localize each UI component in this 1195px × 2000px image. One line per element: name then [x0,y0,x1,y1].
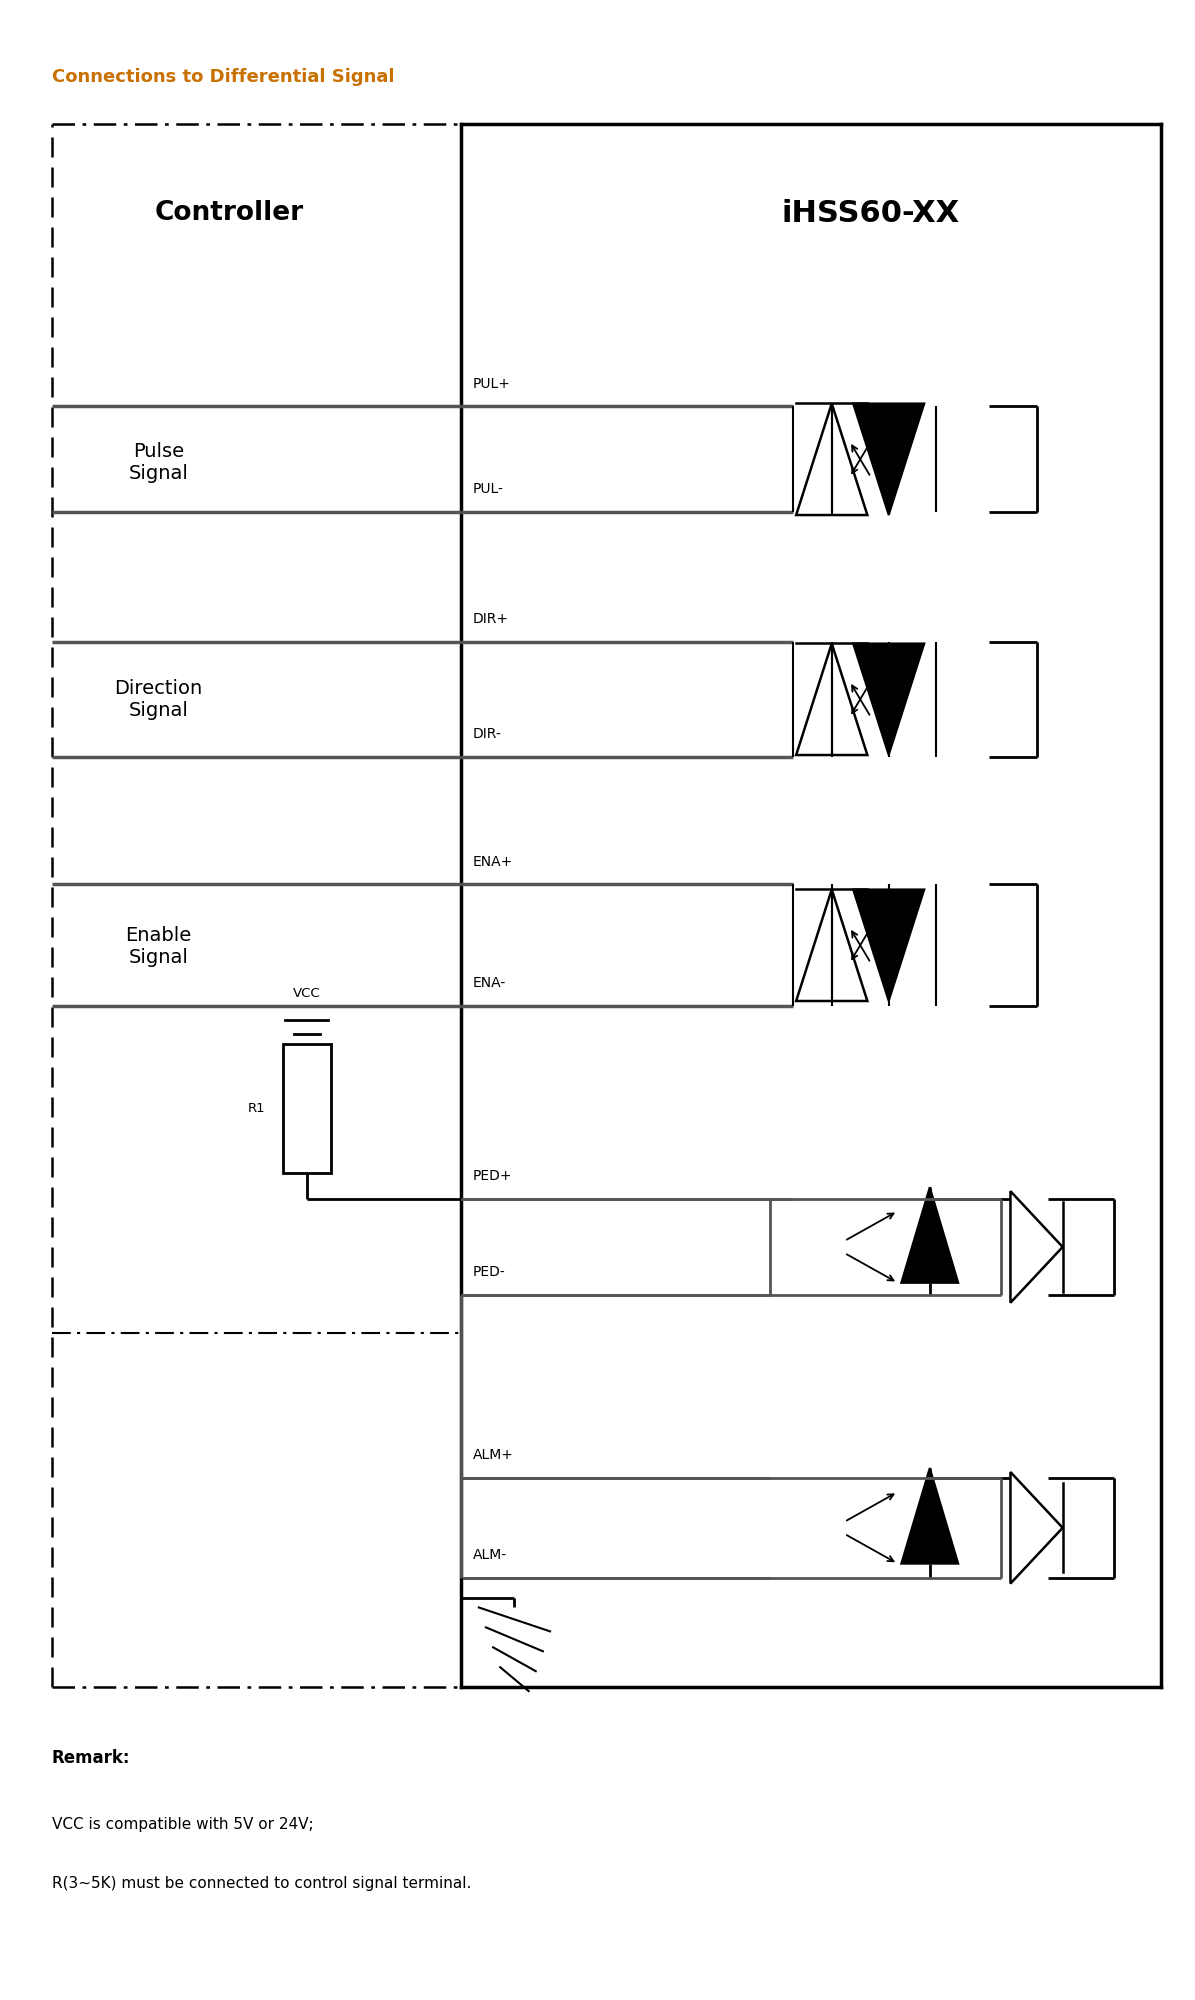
Polygon shape [901,1188,958,1282]
Text: DIR-: DIR- [473,728,502,742]
Text: ENA-: ENA- [473,976,507,990]
Bar [283,1044,331,1174]
Text: VCC is compatible with 5V or 24V;: VCC is compatible with 5V or 24V; [51,1816,313,1832]
Text: R(3~5K) must be connected to control signal terminal.: R(3~5K) must be connected to control sig… [51,1876,471,1892]
Text: Pulse
Signal: Pulse Signal [129,442,189,482]
Text: PUL-: PUL- [473,482,504,496]
Polygon shape [853,404,924,516]
Polygon shape [901,1468,958,1564]
Text: Connections to Differential Signal: Connections to Differential Signal [51,68,394,86]
Text: PUL+: PUL+ [473,376,510,390]
Text: VCC: VCC [293,988,320,1000]
Text: PED+: PED+ [473,1170,513,1184]
Polygon shape [853,890,924,1000]
Text: PED-: PED- [473,1264,505,1278]
Text: Remark:: Remark: [51,1748,130,1766]
Text: ALM-: ALM- [473,1548,507,1562]
Polygon shape [853,644,924,756]
Text: iHSS60-XX: iHSS60-XX [782,198,960,228]
Text: ALM+: ALM+ [473,1448,514,1462]
Text: Enable
Signal: Enable Signal [125,926,191,966]
Text: ENA+: ENA+ [473,854,513,868]
Text: Direction
Signal: Direction Signal [115,678,203,720]
Text: R1: R1 [247,1102,265,1116]
Text: DIR+: DIR+ [473,612,509,626]
Text: Controller: Controller [155,200,305,226]
